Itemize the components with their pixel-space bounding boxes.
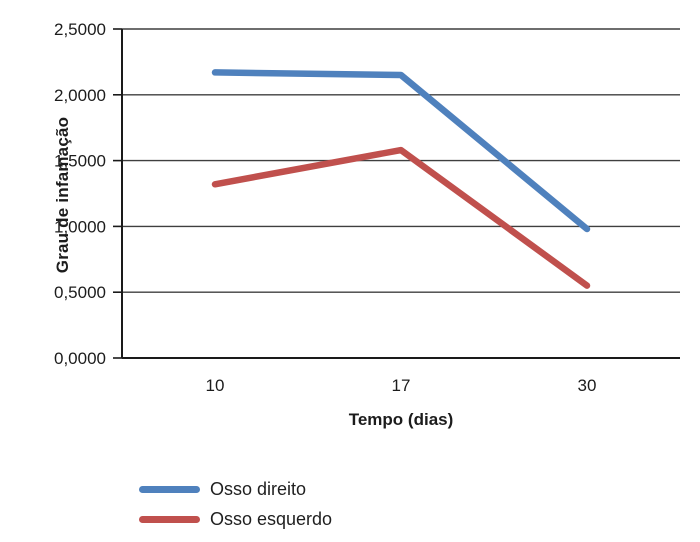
y-tick-label: 2,0000 [54, 86, 106, 105]
x-axis-title: Tempo (dias) [348, 410, 454, 429]
y-tick-label: 2,5000 [54, 20, 106, 39]
y-axis-title: Grau de infamação [53, 116, 72, 274]
y-tick-label: 0,5000 [54, 283, 106, 302]
legend-swatch-osso-esquerdo [139, 515, 200, 523]
legend-label-osso-direito: Osso direito [210, 478, 307, 499]
x-tick-label: 10 [206, 376, 225, 395]
legend-item-osso-direito: Osso direito [139, 474, 332, 504]
line-chart-plot-area: 0,0000 0,5000 1,0000 1,5000 2,0000 2,5000 10 17… [54, 20, 680, 395]
x-tick-label: 17 [392, 376, 411, 395]
legend: Osso direito Osso esquerdo [139, 474, 332, 534]
legend-item-osso-esquerdo: Osso esquerdo [139, 504, 332, 534]
y-tick-label: 1,0000 [54, 217, 106, 236]
y-tick-label: 1,5000 [54, 152, 106, 171]
y-tick-label: 0,0000 [54, 349, 106, 368]
series-line-osso-esquerdo [211, 146, 591, 289]
legend-label-osso-esquerdo: Osso esquerdo [210, 508, 333, 529]
x-tick-label: 30 [578, 376, 597, 395]
series-line-osso-direito [211, 69, 591, 233]
legend-swatch-osso-direito [139, 485, 200, 493]
